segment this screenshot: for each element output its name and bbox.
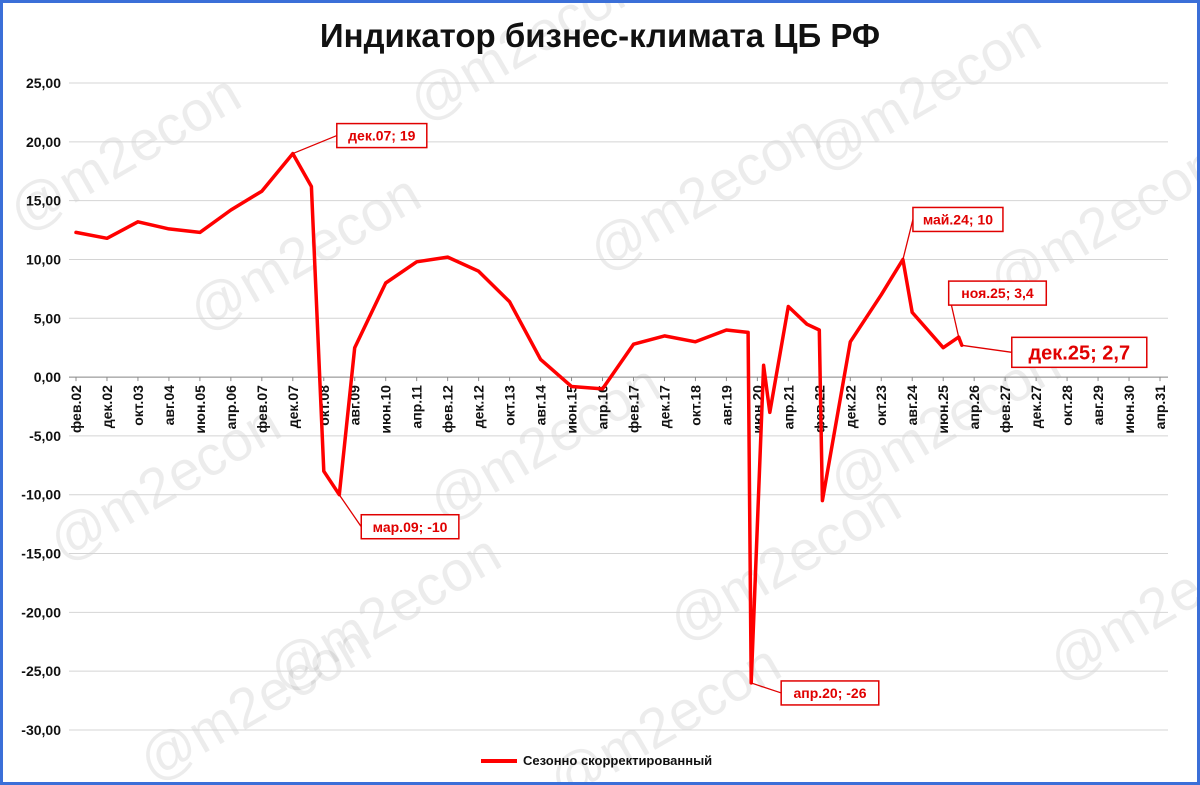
- x-tick-label: фев.07: [254, 385, 270, 433]
- annotation-box: [360, 513, 460, 540]
- x-tick-label: фев.02: [68, 385, 84, 433]
- x-tick-label: апр.16: [595, 385, 611, 429]
- y-tick-label: -15,00: [21, 546, 61, 562]
- watermark-text: @m2econ: [418, 351, 671, 534]
- annotation-box: [912, 206, 1004, 233]
- annotation-label: апр.20; -26: [793, 685, 866, 701]
- watermark-text: @m2econ: [128, 611, 381, 782]
- annotation-box: [947, 280, 1048, 306]
- x-tick-label: авг.24: [904, 385, 920, 425]
- annotation-leader: [750, 682, 782, 694]
- annotation-label: дек.07; 19: [348, 128, 415, 144]
- x-tick-label: окт.13: [502, 385, 518, 426]
- x-tick-label: авг.29: [1090, 385, 1106, 425]
- watermark-text: @m2econ: [178, 161, 431, 344]
- annotation-label: мар.09; -10: [373, 519, 448, 535]
- series-layer: [74, 151, 964, 685]
- x-tick-label: фев.12: [440, 385, 456, 433]
- line-chart: @m2econ@m2econ @m2econ@m2econ @m2econ @m2ec…: [3, 3, 1197, 782]
- annotation-leader: [292, 134, 338, 155]
- watermark-text: @m2econ: [398, 3, 651, 133]
- x-tick-label: дек.02: [99, 385, 115, 428]
- annotation-leader: [338, 494, 362, 528]
- annotation-leader: [902, 219, 914, 260]
- x-tick-label: апр.31: [1152, 385, 1168, 429]
- legend-label: Сезонно скорректированный: [523, 753, 713, 768]
- y-tick-label: 10,00: [26, 251, 61, 267]
- x-tick-label: дек.12: [471, 385, 487, 428]
- x-tick-label: июн.05: [192, 385, 208, 434]
- legend: Сезонно скорректированный: [481, 753, 712, 768]
- x-tick-label: окт.08: [316, 385, 332, 426]
- y-tick-label: 20,00: [26, 134, 61, 150]
- x-tick-label: фев.27: [997, 385, 1013, 433]
- chart-title: Индикатор бизнес-климата ЦБ РФ: [319, 17, 881, 54]
- x-tick-label: апр.11: [409, 385, 425, 429]
- x-tick-label: авг.19: [718, 385, 734, 425]
- x-tick-label: окт.23: [873, 385, 889, 426]
- x-tick-label: июн.10: [378, 385, 394, 434]
- annotation-label: ноя.25; 3,4: [961, 285, 1034, 301]
- x-tick-label: дек.22: [842, 385, 858, 428]
- y-tick-label: -20,00: [21, 604, 61, 620]
- x-tick-label: окт.03: [130, 385, 146, 426]
- y-tick-label: -5,00: [29, 428, 61, 444]
- x-tick-label: апр.26: [966, 385, 982, 429]
- series-line: [74, 151, 964, 685]
- x-tick-label: окт.28: [1059, 385, 1075, 426]
- y-tick-label: 15,00: [26, 193, 61, 209]
- x-tick-label: авг.14: [533, 385, 549, 425]
- annotation-label: май.24; 10: [923, 211, 993, 227]
- x-tick-label: дек.27: [1028, 385, 1044, 428]
- y-tick-label: -10,00: [21, 487, 61, 503]
- watermark-text: @m2econ: [578, 101, 831, 284]
- y-axis: 25,00 20,00 15,00 10,00 5,00 0,00 -5,00 -10,00 -…: [21, 75, 61, 738]
- y-tick-label: 25,00: [26, 75, 61, 91]
- legend-swatch: [481, 758, 517, 763]
- x-tick-label: фев.17: [625, 385, 641, 433]
- annotation-box: [1011, 336, 1148, 369]
- y-tick-label: -25,00: [21, 663, 61, 679]
- x-tick-label: окт.18: [687, 385, 703, 426]
- watermark-text: @m2econ: [1038, 511, 1198, 694]
- x-tick-label: авг.04: [161, 385, 177, 425]
- y-tick-label: 5,00: [34, 310, 61, 326]
- watermark-text: @m2econ: [798, 3, 1051, 183]
- y-tick-label: -30,00: [21, 722, 61, 738]
- x-tick-label: июн.30: [1121, 385, 1137, 434]
- x-tick-label: июн.15: [564, 385, 580, 434]
- annotation-layer: дек.07; 19 мар.09; -10 апр.20; -26 май.24; …: [292, 122, 1148, 706]
- annotation-leader: [961, 344, 1012, 353]
- x-tick-label: апр.06: [223, 385, 239, 429]
- watermark-text: @m2econ: [658, 471, 911, 654]
- annotation-box: [336, 122, 428, 149]
- y-tick-label: 0,00: [34, 369, 61, 385]
- annotation-box: [780, 680, 880, 706]
- x-tick-label: дек.17: [656, 385, 672, 428]
- x-tick-label: апр.21: [780, 385, 796, 429]
- x-tick-label: дек.07: [285, 385, 301, 428]
- x-tick-label: июн.25: [935, 385, 951, 434]
- annotation-label: дек.25; 2,7: [1028, 343, 1130, 365]
